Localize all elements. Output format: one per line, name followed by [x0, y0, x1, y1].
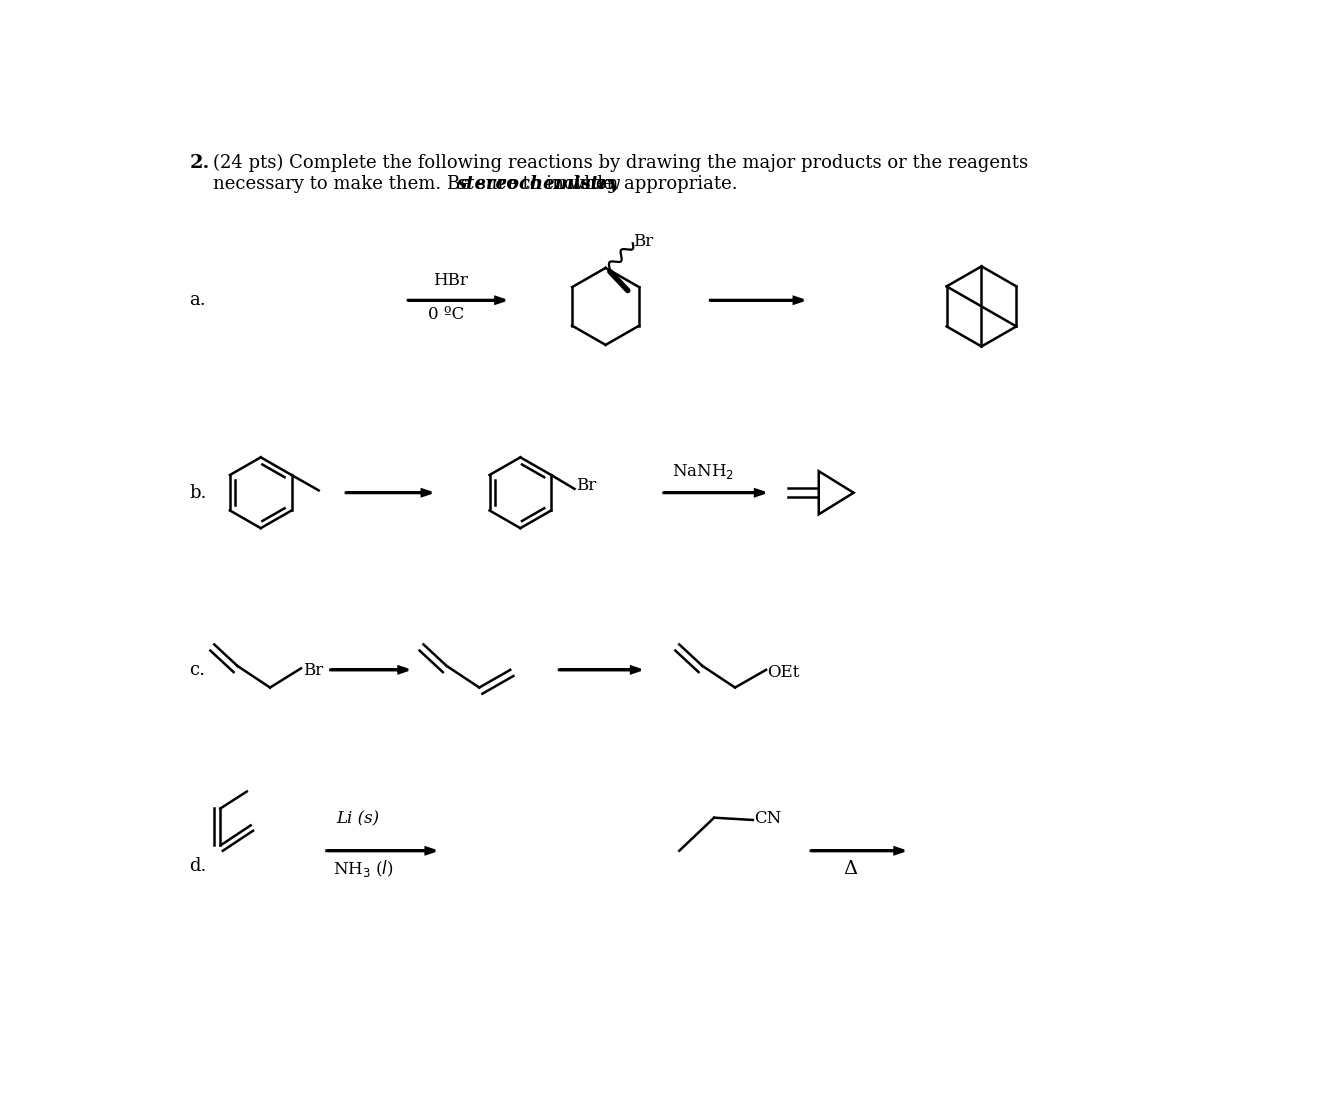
FancyArrow shape	[330, 666, 408, 673]
FancyArrow shape	[710, 297, 804, 304]
FancyArrow shape	[664, 490, 765, 496]
Text: stereochemistry: stereochemistry	[456, 175, 619, 193]
Text: NH$_3$ ($l$): NH$_3$ ($l$)	[333, 858, 393, 879]
FancyArrow shape	[326, 848, 435, 854]
Text: Li (s): Li (s)	[337, 810, 380, 828]
Text: when appropriate.: when appropriate.	[564, 175, 738, 193]
Text: necessary to make them. Be sure to include: necessary to make them. Be sure to inclu…	[212, 175, 619, 193]
Text: 0 ºC: 0 ºC	[428, 307, 464, 324]
Text: c.: c.	[189, 661, 205, 679]
Text: d.: d.	[189, 857, 207, 875]
Text: Br: Br	[576, 478, 596, 494]
FancyArrow shape	[811, 848, 905, 854]
Text: HBr: HBr	[433, 271, 467, 289]
Text: Br: Br	[302, 662, 323, 680]
Text: a.: a.	[189, 291, 207, 309]
Text: Br: Br	[633, 233, 654, 250]
FancyArrow shape	[560, 666, 640, 673]
Text: (24 pts) Complete the following reactions by drawing the major products or the r: (24 pts) Complete the following reaction…	[212, 154, 1028, 172]
Text: Δ: Δ	[844, 860, 858, 878]
FancyArrow shape	[346, 490, 431, 496]
Text: NaNH$_2$: NaNH$_2$	[671, 462, 734, 481]
Text: CN: CN	[754, 810, 781, 827]
Text: b.: b.	[189, 483, 207, 502]
Text: OEt: OEt	[768, 664, 800, 681]
FancyArrow shape	[408, 297, 505, 304]
Text: 2.: 2.	[189, 154, 209, 172]
